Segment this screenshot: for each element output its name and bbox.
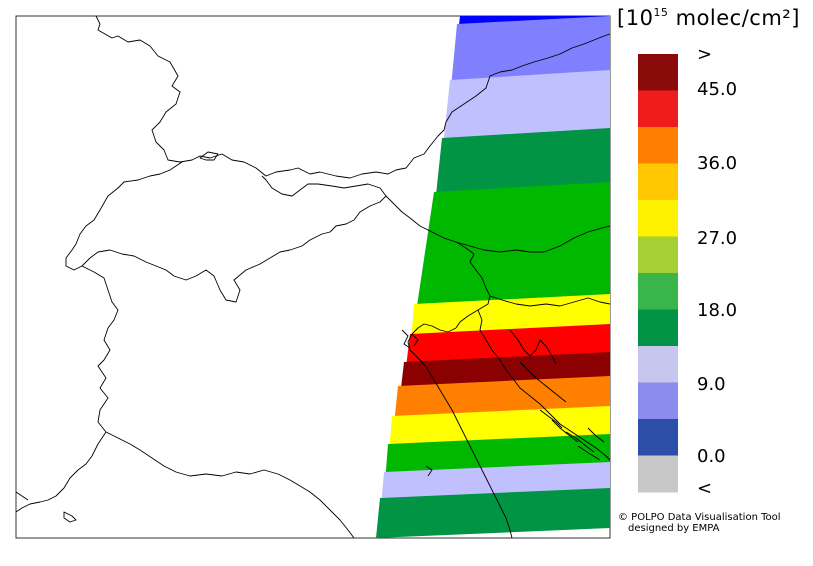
legend-above-marker: >: [697, 44, 713, 65]
credit-line-2: designed by EMPA: [628, 523, 720, 534]
legend-swatch-7: [638, 309, 678, 347]
legend-tick-27: 27.0: [697, 228, 738, 249]
legend-swatch-6: [638, 273, 678, 310]
legend-tick-0: 0.0: [697, 446, 726, 467]
legend-swatch-1: [638, 90, 678, 128]
country-borders: [15, 15, 611, 539]
unit-exponent: 15: [653, 6, 669, 19]
credit-line-1: © POLPO Data Visualisation Tool: [618, 512, 781, 523]
coastline-detail: [401, 329, 433, 477]
legend-tick-18: 18.0: [697, 300, 738, 321]
swath-band-green: [414, 182, 610, 326]
legend-swatch-8: [638, 346, 678, 383]
legend-swatch-10: [638, 419, 678, 456]
unit-suffix: molec/cm²: [668, 6, 792, 30]
legend-tick-36: 36.0: [697, 153, 738, 174]
legend-below-marker: <: [697, 478, 713, 499]
legend-swatch-4: [638, 200, 678, 237]
legend-unit-label: [1015 molec/cm²]: [617, 6, 800, 30]
unit-prefix: 10: [625, 6, 654, 30]
legend-swatch-0: [638, 54, 678, 91]
legend-swatch-2: [638, 127, 678, 164]
satellite-swath: [376, 16, 610, 538]
legend-color-bar: [638, 54, 678, 493]
legend-swatch-5: [638, 236, 678, 274]
legend-tick-45: 45.0: [697, 79, 738, 100]
legend-tick-9: 9.0: [697, 374, 726, 395]
legend-swatch-3: [638, 163, 678, 201]
credit-text: © POLPO Data Visualisation Tool designed…: [618, 512, 781, 534]
legend-swatch-9: [638, 382, 678, 420]
legend-swatch-11: [638, 455, 678, 493]
swath-band-dark-green: [376, 488, 610, 538]
